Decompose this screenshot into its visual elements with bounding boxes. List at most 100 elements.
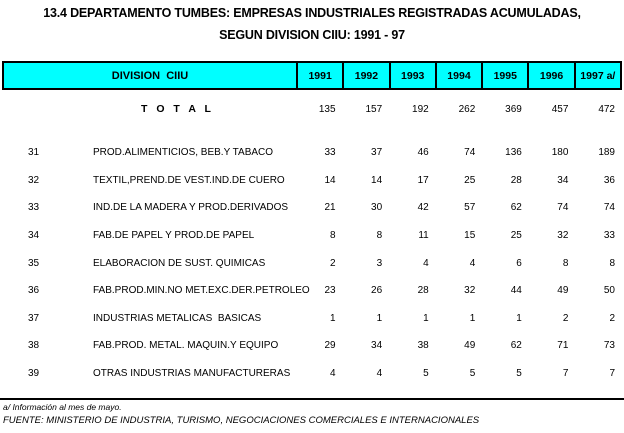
value-1996: 32 bbox=[557, 230, 569, 242]
value-1994: 15 bbox=[464, 230, 476, 242]
value-1992: 8 bbox=[376, 230, 383, 242]
footnote-source: FUENTE: MINISTERIO DE INDUSTRIA, TURISMO… bbox=[3, 415, 480, 426]
value-1996: 74 bbox=[557, 202, 569, 214]
value-1991: 14 bbox=[324, 174, 336, 186]
ciiu-code: 34 bbox=[28, 230, 40, 242]
column-header-1996: 1996 bbox=[527, 63, 573, 88]
table-row: 38 FAB.PROD. METAL. MAQUIN.Y EQUIPO 29 3… bbox=[2, 332, 622, 360]
value-1992: 37 bbox=[371, 147, 383, 159]
table-row: 34 FAB.DE PAPEL Y PROD.DE PAPEL 8 8 11 1… bbox=[2, 222, 622, 250]
value-1996: 180 bbox=[551, 147, 569, 159]
value-1994: 49 bbox=[464, 340, 476, 352]
value-1997: 189 bbox=[598, 147, 615, 159]
footnote-a: a/ Información al mes de mayo. bbox=[3, 402, 122, 412]
value-1995: 5 bbox=[516, 368, 522, 380]
ciiu-code: 36 bbox=[28, 285, 40, 297]
value-1993: 46 bbox=[417, 147, 429, 159]
division-label: FAB.DE PAPEL Y PROD.DE PAPEL bbox=[93, 230, 255, 242]
value-1993: 4 bbox=[423, 257, 429, 269]
value-1991: 33 bbox=[324, 147, 336, 159]
value-1993: 28 bbox=[417, 285, 429, 297]
value-1992: 1 bbox=[376, 312, 383, 324]
page-subtitle: SEGUN DIVISION CIIU: 1991 - 97 bbox=[219, 28, 405, 42]
value-1994: 5 bbox=[469, 368, 476, 380]
value-1997: 73 bbox=[603, 340, 615, 352]
division-label: TEXTIL,PREND.DE VEST.IND.DE CUERO bbox=[93, 174, 285, 186]
value-1992: 4 bbox=[376, 368, 383, 380]
value-1996: 71 bbox=[557, 340, 569, 352]
ciiu-code: 38 bbox=[28, 340, 40, 352]
value-1995: 44 bbox=[510, 285, 522, 297]
total-value-1991: 135 bbox=[318, 103, 336, 115]
value-1995: 28 bbox=[510, 174, 522, 186]
table-row: 35 ELABORACION DE SUST. QUIMICAS 2 3 4 4… bbox=[2, 249, 622, 277]
value-1997: 36 bbox=[603, 174, 615, 186]
value-1997: 74 bbox=[603, 202, 615, 214]
division-label: INDUSTRIAS METALICAS BASICAS bbox=[93, 312, 262, 324]
value-1994: 4 bbox=[469, 257, 476, 269]
value-1992: 30 bbox=[371, 202, 383, 214]
value-1993: 42 bbox=[417, 202, 429, 214]
value-1993: 1 bbox=[423, 312, 429, 324]
column-header-1994: 1994 bbox=[434, 63, 481, 88]
value-1993: 5 bbox=[423, 368, 429, 380]
value-1995: 62 bbox=[510, 202, 522, 214]
value-1994: 74 bbox=[464, 147, 476, 159]
value-1992: 34 bbox=[371, 340, 383, 352]
value-1991: 29 bbox=[324, 340, 336, 352]
value-1993: 11 bbox=[418, 230, 429, 242]
value-1991: 1 bbox=[330, 312, 336, 324]
ciiu-code: 37 bbox=[28, 312, 40, 324]
value-1995: 6 bbox=[516, 257, 522, 269]
division-label: FAB.PROD. METAL. MAQUIN.Y EQUIPO bbox=[93, 340, 279, 352]
value-1994: 57 bbox=[464, 202, 476, 214]
total-row: T O T A L 135 157 192 262 369 457 472 bbox=[2, 95, 622, 123]
value-1991: 2 bbox=[330, 257, 336, 269]
table-row: 33 IND.DE LA MADERA Y PROD.DERIVADOS 21 … bbox=[2, 194, 622, 222]
total-value-1992: 157 bbox=[365, 103, 383, 115]
division-label: ELABORACION DE SUST. QUIMICAS bbox=[93, 257, 266, 269]
value-1994: 1 bbox=[469, 312, 476, 324]
value-1995: 136 bbox=[505, 147, 522, 159]
total-value-1995: 369 bbox=[505, 103, 522, 115]
value-1993: 17 bbox=[417, 174, 429, 186]
ciiu-code: 35 bbox=[28, 257, 40, 269]
ciiu-code: 39 bbox=[28, 368, 40, 380]
column-header-1995: 1995 bbox=[481, 63, 527, 88]
value-1997: 8 bbox=[609, 257, 615, 269]
value-1993: 38 bbox=[417, 340, 429, 352]
value-1991: 21 bbox=[324, 202, 336, 214]
value-1995: 62 bbox=[510, 340, 522, 352]
value-1996: 8 bbox=[562, 257, 569, 269]
ciiu-code: 32 bbox=[28, 174, 40, 186]
value-1996: 49 bbox=[557, 285, 569, 297]
total-value-1994: 262 bbox=[458, 103, 476, 115]
footer-divider bbox=[0, 398, 624, 400]
value-1991: 4 bbox=[330, 368, 336, 380]
value-1992: 3 bbox=[376, 257, 383, 269]
table-row: 31 PROD.ALIMENTICIOS, BEB.Y TABACO 33 37… bbox=[2, 139, 622, 167]
total-value-1997: 472 bbox=[598, 103, 615, 115]
column-header-division-ciiu: DIVISION CIIU bbox=[111, 69, 189, 82]
division-label: PROD.ALIMENTICIOS, BEB.Y TABACO bbox=[93, 147, 274, 159]
value-1992: 14 bbox=[371, 174, 383, 186]
table-row: 32 TEXTIL,PREND.DE VEST.IND.DE CUERO 14 … bbox=[2, 167, 622, 195]
value-1995: 25 bbox=[510, 230, 522, 242]
column-header-1993: 1993 bbox=[388, 63, 435, 88]
table-row: 36 FAB.PROD.MIN.NO MET.EXC.DER.PETROLEO … bbox=[2, 277, 622, 305]
value-1997: 33 bbox=[603, 230, 615, 242]
table-row: 37 INDUSTRIAS METALICAS BASICAS 1 1 1 1 … bbox=[2, 305, 622, 333]
ciiu-code: 33 bbox=[28, 202, 40, 214]
value-1992: 26 bbox=[371, 285, 383, 297]
column-header-1991: 1991 bbox=[296, 63, 342, 88]
value-1991: 8 bbox=[330, 230, 336, 242]
division-label: OTRAS INDUSTRIAS MANUFACTURERAS bbox=[93, 368, 291, 380]
column-header-1992: 1992 bbox=[342, 63, 388, 88]
total-label: T O T A L bbox=[141, 103, 214, 115]
page-title: 13.4 DEPARTAMENTO TUMBES: EMPRESAS INDUS… bbox=[43, 6, 581, 20]
value-1996: 7 bbox=[562, 368, 569, 380]
value-1996: 34 bbox=[557, 174, 569, 186]
ciiu-code: 31 bbox=[28, 147, 40, 159]
table-header-row: DIVISION CIIU 1991 1992 1993 1994 1995 1… bbox=[2, 61, 622, 90]
